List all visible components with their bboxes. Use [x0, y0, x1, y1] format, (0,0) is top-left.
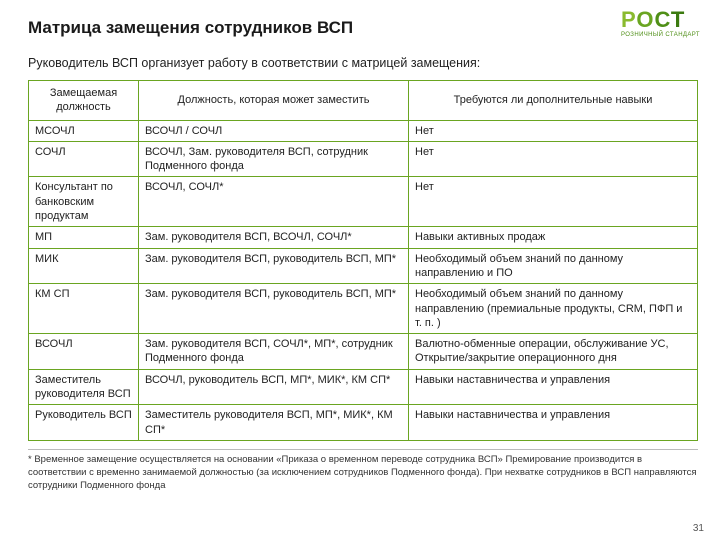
cell-position: МИК — [29, 248, 139, 284]
cell-skills: Необходимый объем знаний по данному напр… — [409, 248, 698, 284]
table-row: ВСОЧЛ Зам. руководителя ВСП, СОЧЛ*, МП*,… — [29, 334, 698, 370]
cell-skills: Нет — [409, 177, 698, 227]
cell-position: СОЧЛ — [29, 141, 139, 177]
cell-replacement: ВСОЧЛ / СОЧЛ — [139, 120, 409, 141]
table-row: МИК Зам. руководителя ВСП, руководитель … — [29, 248, 698, 284]
cell-skills: Нет — [409, 120, 698, 141]
cell-replacement: ВСОЧЛ, руководитель ВСП, МП*, МИК*, КМ С… — [139, 369, 409, 405]
logo-text: РОСТ — [621, 10, 700, 31]
page-title: Матрица замещения сотрудников ВСП — [28, 18, 353, 38]
subtitle: Руководитель ВСП организует работу в соо… — [28, 56, 698, 70]
cell-position: Заместитель руководителя ВСП — [29, 369, 139, 405]
table-row: СОЧЛ ВСОЧЛ, Зам. руководителя ВСП, сотру… — [29, 141, 698, 177]
cell-position: Руководитель ВСП — [29, 405, 139, 441]
cell-position: МСОЧЛ — [29, 120, 139, 141]
cell-replacement: ВСОЧЛ, СОЧЛ* — [139, 177, 409, 227]
cell-skills: Навыки активных продаж — [409, 227, 698, 248]
col-header-replacement: Должность, которая может заместить — [139, 81, 409, 121]
table-header-row: Замещаемая должность Должность, которая … — [29, 81, 698, 121]
logo: РОСТ РОЗНИЧНЫЙ СТАНДАРТ — [621, 10, 700, 38]
cell-skills: Нет — [409, 141, 698, 177]
table-row: Руководитель ВСП Заместитель руководител… — [29, 405, 698, 441]
table-row: КМ СП Зам. руководителя ВСП, руководител… — [29, 284, 698, 334]
table-row: Консультант по банковским продуктам ВСОЧ… — [29, 177, 698, 227]
cell-replacement: Зам. руководителя ВСП, СОЧЛ*, МП*, сотру… — [139, 334, 409, 370]
cell-skills: Навыки наставничества и управления — [409, 369, 698, 405]
cell-skills: Необходимый объем знаний по данному напр… — [409, 284, 698, 334]
cell-skills: Валютно-обменные операции, обслуживание … — [409, 334, 698, 370]
table-row: МП Зам. руководителя ВСП, ВСОЧЛ, СОЧЛ* Н… — [29, 227, 698, 248]
cell-position: МП — [29, 227, 139, 248]
cell-skills: Навыки наставничества и управления — [409, 405, 698, 441]
col-header-position: Замещаемая должность — [29, 81, 139, 121]
cell-position: Консультант по банковским продуктам — [29, 177, 139, 227]
cell-position: КМ СП — [29, 284, 139, 334]
cell-replacement: ВСОЧЛ, Зам. руководителя ВСП, сотрудник … — [139, 141, 409, 177]
cell-position: ВСОЧЛ — [29, 334, 139, 370]
substitution-matrix-table: Замещаемая должность Должность, которая … — [28, 80, 698, 441]
cell-replacement: Зам. руководителя ВСП, руководитель ВСП,… — [139, 248, 409, 284]
cell-replacement: Зам. руководителя ВСП, руководитель ВСП,… — [139, 284, 409, 334]
cell-replacement: Заместитель руководителя ВСП, МП*, МИК*,… — [139, 405, 409, 441]
table-row: МСОЧЛ ВСОЧЛ / СОЧЛ Нет — [29, 120, 698, 141]
cell-replacement: Зам. руководителя ВСП, ВСОЧЛ, СОЧЛ* — [139, 227, 409, 248]
logo-subtitle: РОЗНИЧНЫЙ СТАНДАРТ — [621, 32, 700, 38]
footnote: * Временное замещение осуществляется на … — [28, 449, 698, 492]
col-header-skills: Требуются ли дополнительные навыки — [409, 81, 698, 121]
table-row: Заместитель руководителя ВСП ВСОЧЛ, руко… — [29, 369, 698, 405]
page-number: 31 — [693, 523, 704, 534]
